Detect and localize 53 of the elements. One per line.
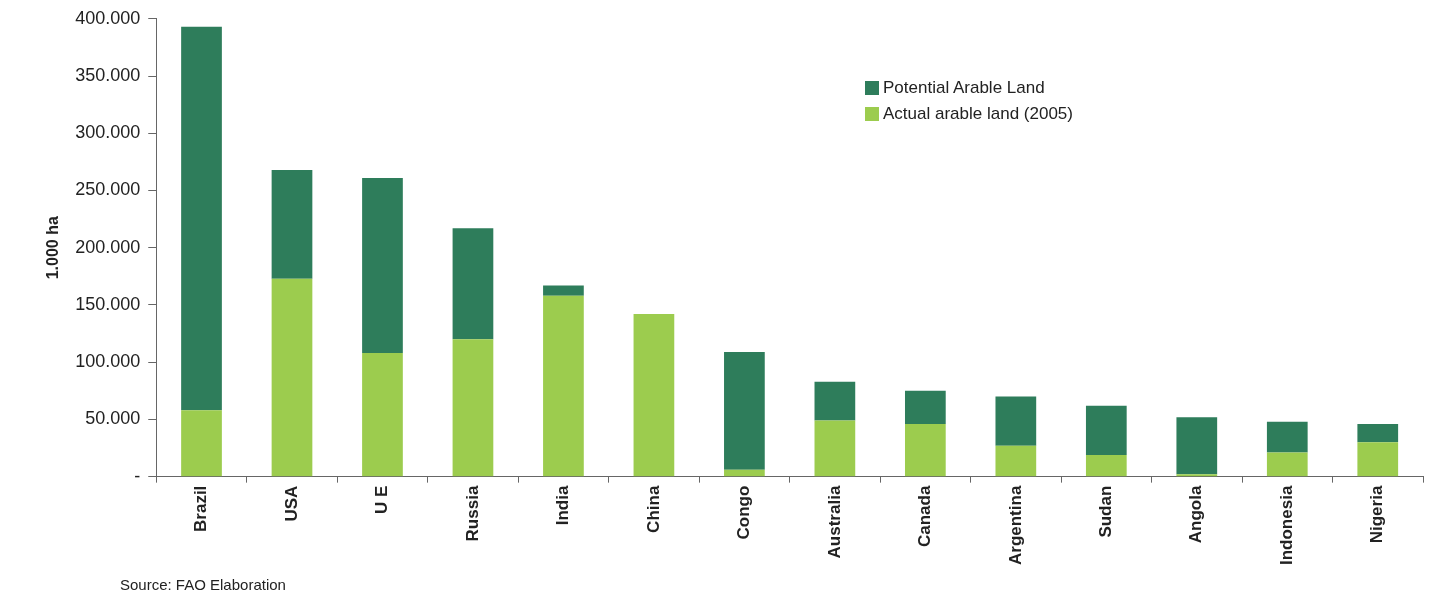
bar <box>452 339 494 477</box>
y-tick-label: 50.000 <box>85 408 141 429</box>
y-axis-title: 1.000 ha <box>44 216 62 280</box>
bar <box>995 396 1037 446</box>
legend-label: Actual arable land (2005) <box>883 104 1073 124</box>
x-tick-label: Russia <box>462 485 482 542</box>
y-tick-label: 250.000 <box>75 179 141 200</box>
bar <box>633 314 675 477</box>
legend-label: Potential Arable Land <box>883 78 1045 98</box>
bar <box>181 410 222 477</box>
y-tick-label: 150.000 <box>75 293 141 314</box>
bar <box>452 228 494 340</box>
x-tick-label: U E <box>372 485 392 514</box>
bar <box>543 295 584 477</box>
x-tick-label: Sudan <box>1096 485 1115 538</box>
bar <box>1085 454 1127 477</box>
bar <box>543 285 584 296</box>
bar <box>814 381 856 421</box>
bar <box>362 353 403 477</box>
y-tick-label: 300.000 <box>75 122 141 143</box>
x-tick-label: Argentina <box>1005 485 1025 565</box>
x-tick-label: Indonesia <box>1276 485 1296 566</box>
bar <box>905 390 946 424</box>
bar <box>995 445 1037 477</box>
x-tick-label: India <box>553 485 573 526</box>
bar <box>1085 405 1127 455</box>
bar <box>1357 424 1399 443</box>
bar <box>271 278 313 477</box>
bar <box>271 169 313 279</box>
bar <box>1176 417 1218 475</box>
x-tick-label: Brazil <box>191 485 211 532</box>
bar <box>724 469 765 477</box>
x-tick-label: Nigeria <box>1367 485 1387 544</box>
y-tick-label: 200.000 <box>75 236 141 257</box>
bar <box>362 177 403 354</box>
bar <box>181 26 222 411</box>
bar <box>1357 442 1399 477</box>
y-tick-label: 400.000 <box>75 7 141 28</box>
bar <box>1266 421 1308 453</box>
y-tick-label: 100.000 <box>75 351 141 372</box>
y-tick-label: 350.000 <box>75 65 141 85</box>
x-tick-label: Australia <box>824 485 844 559</box>
y-tick-label: - <box>134 465 141 486</box>
source-note: Source: FAO Elaboration <box>120 576 286 593</box>
bar <box>814 420 856 477</box>
x-tick-label: Canada <box>915 485 935 548</box>
bar <box>905 424 946 477</box>
x-tick-label: Angola <box>1186 485 1206 544</box>
bar <box>1266 452 1308 477</box>
x-tick-label: Congo <box>734 485 754 540</box>
x-tick-label: USA <box>281 485 301 522</box>
bar <box>724 351 765 470</box>
x-tick-label: China <box>643 485 663 533</box>
